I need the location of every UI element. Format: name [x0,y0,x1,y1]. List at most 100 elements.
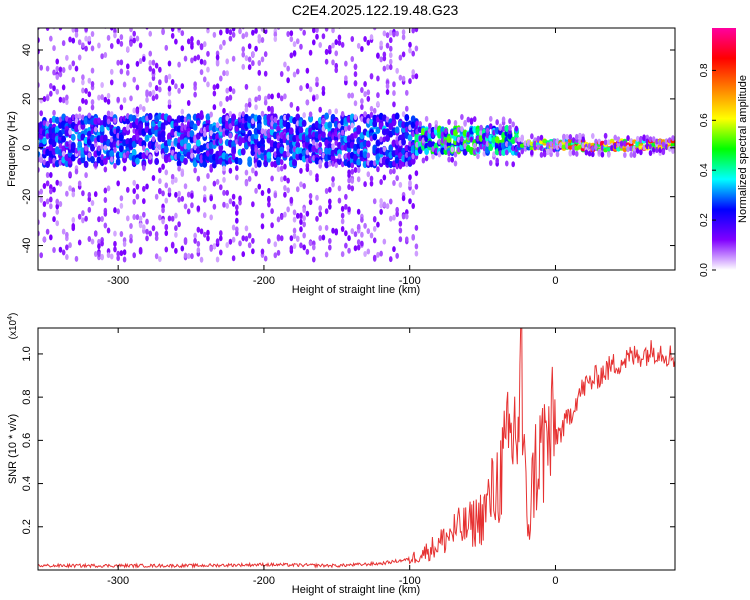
heatmap-cell [321,131,326,139]
heatmap-cell [190,43,194,50]
heatmap-cell [571,137,576,144]
heatmap-cell [331,42,335,49]
heatmap-cell [302,183,306,190]
heatmap-cell [398,163,403,170]
heatmap-cell [90,156,95,164]
heatmap-cell [142,198,146,205]
heatmap-cell [103,52,108,59]
heatmap-cell [295,68,300,75]
heatmap-cell [49,171,53,178]
heatmap-cell [437,151,442,158]
heatmap-cell [170,173,175,180]
heatmap-cell [414,28,419,33]
heatmap-cell [131,148,137,157]
heatmap-cell [81,97,85,104]
heatmap-cell [270,105,274,112]
heatmap-cell [218,100,223,107]
heatmap-cell [379,56,383,63]
heatmap-cell [331,59,335,66]
snr-ytick-label: 0.8 [21,389,33,404]
heatmap-cell [77,213,82,220]
heatmap-cell [292,232,297,239]
heatmap-cell [74,31,79,38]
heatmap-cell [100,144,104,151]
heatmap-cell [530,133,534,140]
heatmap-cell [247,232,252,239]
heatmap-cell [61,249,66,256]
heatmap-cell [407,134,413,142]
heatmap-cell [142,211,146,218]
heatmap-cell [151,89,156,96]
heatmap-cell [180,195,185,202]
heatmap-cell [222,176,226,183]
heatmap-cell [177,61,181,68]
heatmap-cell [212,180,217,187]
heatmap-cell [251,29,255,36]
heatmap-cell [49,188,53,195]
heatmap-cell [388,144,394,152]
heatmap-cell [218,137,223,144]
heatmap-cell [183,238,188,245]
heatmap-cell [90,199,95,206]
heatmap-cell [263,255,268,262]
heatmap-cell [228,167,233,174]
heatmap-cell [363,111,367,118]
heatmap-cell [369,105,374,112]
heatmap-cell [99,124,105,133]
heatmap-cell [395,30,399,37]
heatmap-cell [372,237,377,244]
heatmap-cell [39,252,44,259]
heatmap-cell [366,95,371,102]
heatmap-cell [251,248,255,255]
heatmap-cell [398,54,403,61]
heatmap-cell [158,144,162,151]
spectrogram-ytick-label: 40 [21,44,33,56]
heatmap-cell [395,206,399,213]
heatmap-cell [97,251,101,258]
heatmap-cell [369,111,374,118]
heatmap-cell [308,193,313,200]
heatmap-cell [71,28,76,33]
heatmap-cell [74,125,79,133]
heatmap-cell [110,19,114,25]
heatmap-cell [45,172,50,179]
heatmap-cell [122,256,127,263]
colorbar-label: Normalized spectral amplitude [737,75,749,223]
snr-frame [37,327,676,571]
heatmap-cell [205,113,211,121]
heatmap-cell [353,231,358,238]
heatmap-cell [93,191,98,198]
heatmap-cell [55,65,60,72]
heatmap-cell [392,168,396,175]
heatmap-cell [86,130,92,138]
heatmap-cell [363,222,367,229]
heatmap-cell [228,94,233,101]
heatmap-cell [376,116,380,123]
heatmap-cell [257,60,262,67]
heatmap-cell [651,136,656,143]
heatmap-cell [158,256,162,263]
snr-series-line [38,328,675,569]
heatmap-cell [299,219,303,226]
heatmap-cell [273,31,278,38]
heatmap-cell [289,52,294,59]
heatmap-cell [401,29,406,36]
heatmap-cell [347,124,351,131]
heatmap-cell [571,149,576,156]
heatmap-cell [49,35,53,42]
heatmap-cell [106,34,111,41]
heatmap-cell [411,28,416,34]
heatmap-cell [334,131,339,138]
heatmap-cell [376,251,380,258]
heatmap-cell [148,158,153,165]
heatmap-cell [49,184,53,191]
heatmap-cell [292,209,297,216]
heatmap-cell [424,155,429,162]
heatmap-cell [363,181,367,188]
heatmap-cell [109,28,114,31]
heatmap-cell [65,54,69,61]
heatmap-cell [356,208,361,215]
heatmap-cell [376,166,380,173]
heatmap-cell [372,254,377,261]
heatmap-cell [161,190,165,197]
